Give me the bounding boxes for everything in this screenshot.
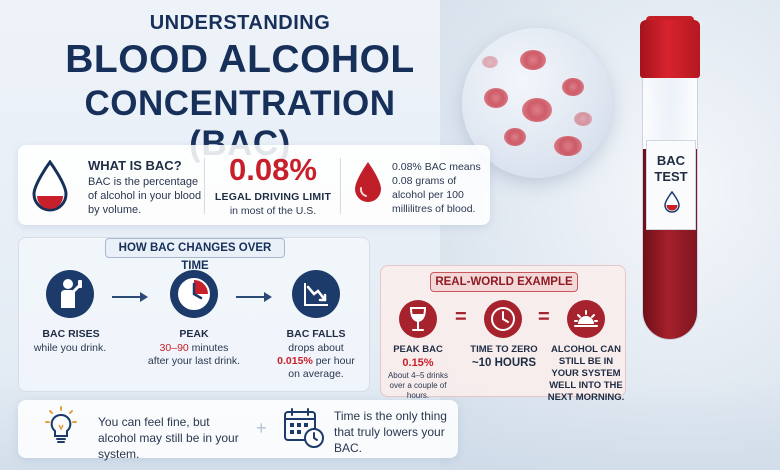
- tip-feel-fine: You can feel fine, but alcohol may still…: [98, 415, 239, 461]
- what-is-bac-title: WHAT IS BAC?: [88, 158, 182, 173]
- peak-range-line: 30–90 minutes: [138, 342, 250, 355]
- blood-cell: [574, 112, 592, 126]
- bac-falls-rate: 0.015%: [277, 355, 313, 367]
- lightbulb-icon: [45, 406, 77, 443]
- real-world-heading: REAL-WORLD EXAMPLE: [430, 272, 578, 292]
- blood-drop-icon: [32, 160, 68, 212]
- peak-bac-note: About 4–5 drinks over a couple of hours.: [387, 371, 449, 400]
- tube-label: BAC TEST: [646, 140, 696, 230]
- tube-label-line1: BAC: [656, 153, 686, 168]
- over-time-heading: HOW BAC CHANGES OVER TIME: [105, 238, 285, 272]
- peak-unit: minutes: [191, 342, 229, 354]
- peak-title: PEAK: [179, 328, 209, 340]
- equals-sign: =: [538, 306, 550, 328]
- arrow-right: [112, 292, 148, 302]
- calendar-clock-icon: [284, 408, 324, 448]
- peak-desc: after your last drink.: [147, 355, 241, 367]
- tube-cap: [640, 20, 700, 78]
- divider: [204, 158, 205, 214]
- blood-cell: [484, 88, 508, 108]
- bac-falls-desc2: per hour: [315, 355, 355, 367]
- bac-falls-desc1: drops about: [288, 342, 344, 354]
- tube-label-line2: TEST: [654, 169, 688, 184]
- blood-cell: [562, 78, 584, 96]
- blood-cell: [522, 98, 552, 122]
- bac-falls-rate-line: 0.015% per hour: [264, 355, 368, 368]
- wine-glass-icon: [399, 300, 437, 338]
- arrow-right: [236, 292, 272, 302]
- legal-limit-title: LEGAL DRIVING LIMIT: [214, 191, 332, 203]
- what-is-bac-text: BAC is the percentage of alcohol in your…: [88, 176, 202, 216]
- legal-limit-sub: in most of the U.S.: [229, 205, 317, 217]
- bac-meaning-text: 0.08% BAC means 0.08 grams of alcohol pe…: [392, 161, 481, 215]
- drinking-person-icon: [46, 270, 94, 318]
- tips-card: [18, 400, 458, 458]
- peak-bac-title: PEAK BAC: [393, 344, 443, 355]
- bac-info-card: [18, 145, 490, 225]
- bac-falls-desc3: on average.: [288, 368, 344, 380]
- trend-down-icon: [292, 270, 340, 318]
- time-to-zero-title: TIME TO ZERO: [470, 344, 538, 355]
- next-morning-text: ALCOHOL CAN STILL BE IN YOUR SYSTEM WELL…: [547, 344, 625, 403]
- blood-drop-icon: [664, 191, 680, 213]
- legal-limit-value: 0.08%: [229, 152, 317, 187]
- divider: [340, 158, 341, 214]
- plus-divider: +: [256, 418, 267, 438]
- bac-rises-desc: while you drink.: [33, 342, 107, 354]
- blood-cell: [504, 128, 526, 146]
- title-blood-alcohol: BLOOD ALCOHOL: [65, 38, 415, 81]
- bac-rises-title: BAC RISES: [42, 328, 100, 340]
- peak-bac-value: 0.15%: [402, 357, 434, 369]
- blood-cell: [520, 50, 546, 70]
- sunrise-icon: [567, 300, 605, 338]
- time-to-zero-value: ~10 HOURS: [471, 357, 537, 369]
- clock-icon: [170, 270, 218, 318]
- blood-cell: [482, 56, 498, 68]
- equals-sign: =: [455, 306, 467, 328]
- red-drop-icon: [355, 162, 381, 202]
- title-understanding: UNDERSTANDING: [149, 12, 331, 34]
- bac-falls-title: BAC FALLS: [286, 328, 346, 340]
- clock-icon: [484, 300, 522, 338]
- blood-cell: [554, 136, 582, 156]
- peak-range: 30–90: [159, 342, 189, 354]
- tip-time-lowers: Time is the only thing that truly lowers…: [334, 409, 447, 455]
